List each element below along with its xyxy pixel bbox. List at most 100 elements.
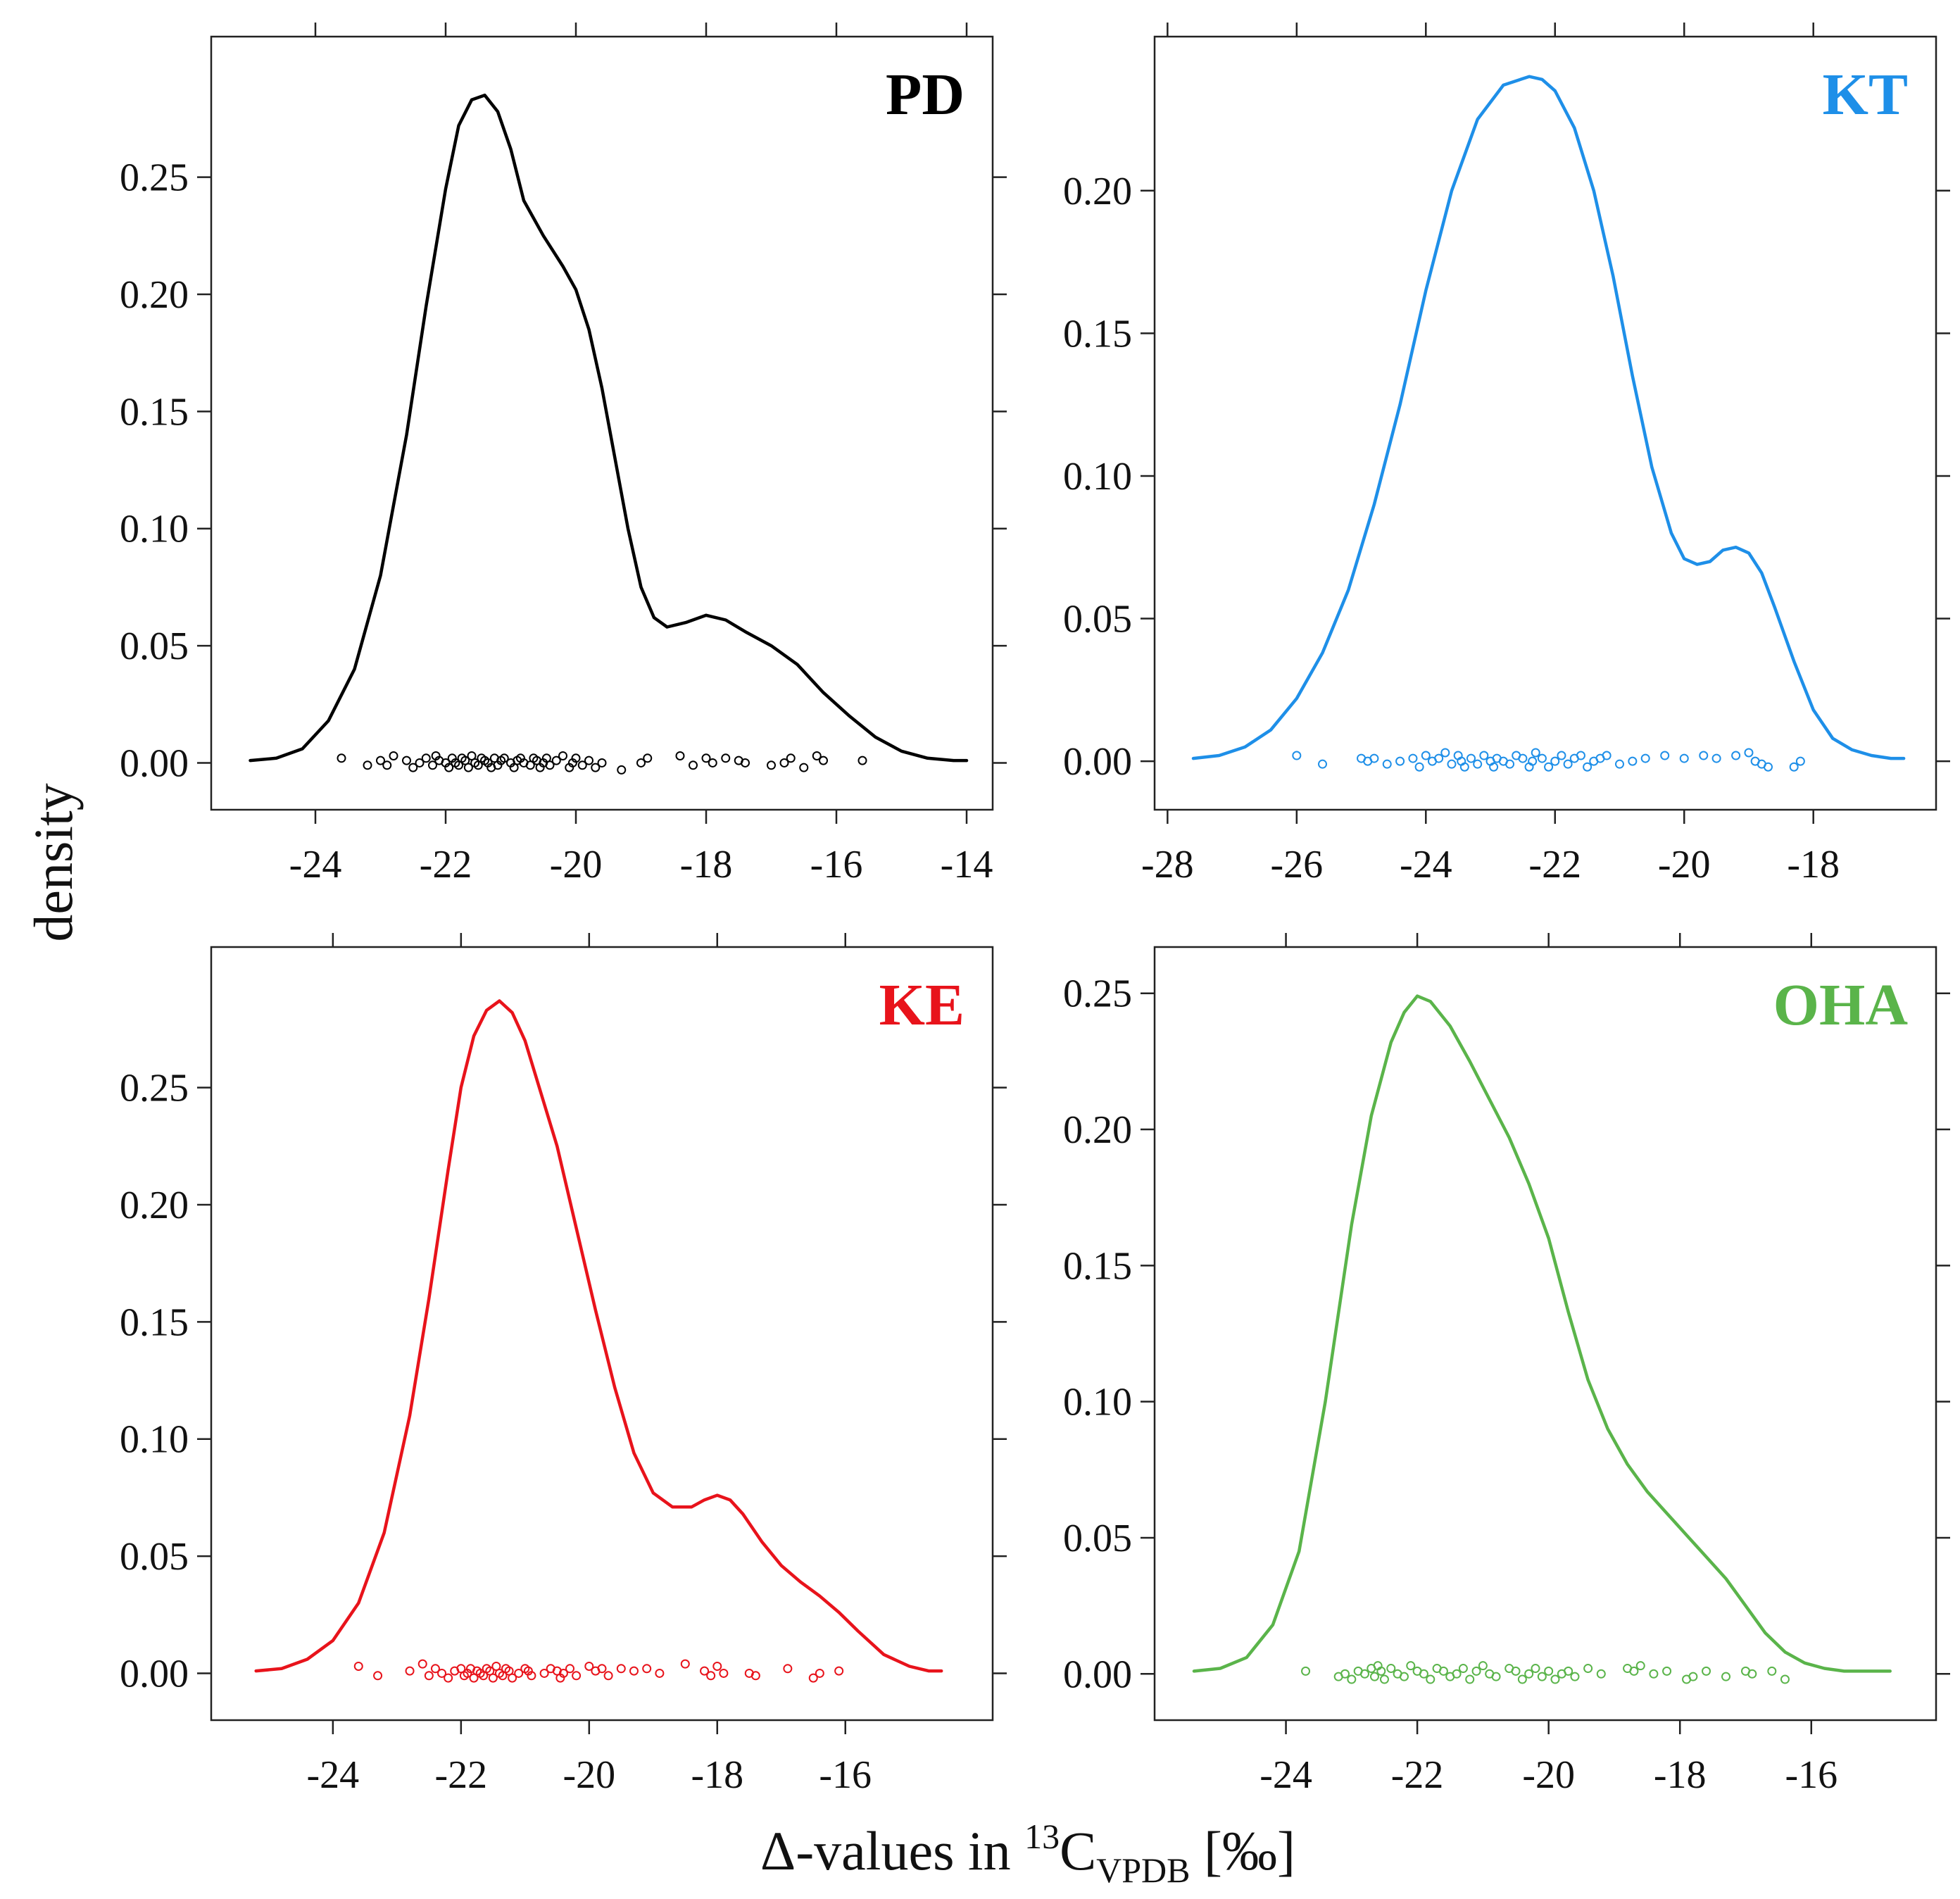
data-point: [815, 1668, 824, 1678]
y-tick-label: 0.25: [120, 156, 189, 200]
density-curve-kt: [1191, 75, 1906, 760]
data-point: [1531, 748, 1540, 758]
data-point: [597, 1664, 607, 1674]
y-tick-label: 0.00: [120, 1652, 189, 1696]
plot-frame: [210, 35, 994, 811]
data-point: [1602, 751, 1612, 760]
data-point: [1780, 1674, 1790, 1684]
y-tick-label: 0.10: [120, 508, 189, 551]
data-point: [719, 1668, 729, 1678]
data-point: [1292, 751, 1302, 760]
data-point: [675, 751, 685, 760]
panel-ke: -24 -22 -20 -18 -16 0.00 0.05 0.10 0.15 0.20 0.25 K…: [120, 933, 1007, 1797]
data-point: [417, 1659, 427, 1669]
data-point: [421, 753, 431, 763]
x-tick-label: -20: [1522, 1753, 1575, 1797]
data-point: [1376, 1666, 1386, 1676]
panel-kt: -28 -26 -24 -22 -20 -18 0.00 0.05 0.10 0.15 0.20 KT: [1063, 23, 1950, 886]
data-point: [499, 753, 509, 763]
data-point: [430, 1664, 440, 1674]
data-point: [1382, 759, 1392, 769]
x-tick-label: -18: [1654, 1753, 1707, 1797]
data-point: [424, 1671, 434, 1681]
data-point: [488, 1673, 498, 1683]
data-point: [706, 1671, 716, 1681]
data-point: [1452, 1669, 1462, 1679]
data-point: [577, 760, 587, 770]
y-tick-label: 0.15: [1063, 312, 1132, 356]
x-axis-title-unit: [‰]: [1191, 1820, 1295, 1881]
data-point: [373, 1671, 383, 1681]
data-point: [1789, 762, 1799, 772]
data-point: [1550, 1674, 1560, 1684]
data-point: [382, 760, 392, 770]
data-point: [783, 1664, 793, 1674]
data-point: [1395, 756, 1405, 766]
data-point: [616, 1664, 626, 1674]
data-point: [689, 760, 698, 770]
y-tick-label: 0.15: [1063, 1244, 1132, 1288]
y-tick-label: 0.10: [120, 1418, 189, 1462]
data-point: [1679, 753, 1689, 763]
data-point: [565, 1664, 575, 1674]
density-curve-pd: [249, 93, 969, 763]
data-point: [1517, 1674, 1527, 1684]
data-point: [1438, 1666, 1448, 1676]
data-point: [643, 753, 653, 763]
data-point: [363, 760, 372, 770]
x-tick-label: -18: [691, 1753, 743, 1797]
data-point: [1419, 1669, 1428, 1679]
x-tick-label: -22: [1528, 843, 1581, 886]
x-tick-label: -20: [1658, 843, 1711, 886]
data-point: [1662, 1666, 1672, 1676]
y-tick-label: 0.00: [120, 741, 189, 785]
data-point: [1524, 1669, 1534, 1679]
data-point: [767, 760, 776, 770]
data-point: [1583, 1664, 1593, 1674]
data-point: [1747, 1669, 1757, 1679]
plot-frame: [1153, 35, 1937, 811]
data-point: [1583, 762, 1592, 772]
data-point: [1537, 753, 1547, 763]
x-tick-label: -14: [941, 843, 993, 886]
data-point: [642, 1664, 652, 1674]
data-point: [1640, 753, 1650, 763]
data-point: [1744, 748, 1754, 758]
data-point: [376, 756, 385, 765]
data-point: [558, 751, 567, 760]
data-point: [1699, 751, 1709, 760]
x-tick-label: -16: [819, 1753, 872, 1797]
data-point: [539, 1668, 549, 1678]
data-point: [1406, 1661, 1416, 1671]
data-point: [389, 751, 398, 760]
data-point: [1528, 756, 1538, 766]
data-point: [741, 758, 750, 767]
y-tick-label: 0.15: [120, 390, 189, 434]
panel-label-pd: PD: [886, 62, 965, 127]
data-point: [1531, 1664, 1540, 1674]
x-tick-label: -24: [307, 1753, 360, 1797]
data-point: [572, 1671, 582, 1681]
data-point: [402, 756, 411, 765]
data-point: [527, 1671, 536, 1681]
data-point: [1576, 751, 1585, 760]
data-point: [508, 1673, 517, 1683]
data-point: [1301, 1666, 1311, 1676]
data-point: [819, 756, 828, 765]
data-point: [444, 1673, 453, 1683]
data-point: [1505, 759, 1515, 769]
y-tick-label: 0.20: [1063, 1108, 1132, 1152]
density-curve-oha: [1192, 994, 1892, 1673]
data-point: [1550, 756, 1560, 766]
data-point: [629, 1666, 639, 1676]
x-tick-label: -18: [680, 843, 733, 886]
data-point: [655, 1668, 665, 1678]
data-point: [701, 753, 711, 763]
x-axis-title-prefix: Δ-values in: [760, 1820, 1024, 1881]
plot-frame: [1153, 946, 1937, 1722]
y-tick-label: 0.05: [1063, 1517, 1132, 1560]
data-point: [1440, 748, 1450, 758]
data-point: [1408, 753, 1418, 763]
y-tick-label: 0.05: [120, 625, 189, 668]
data-point: [1702, 1666, 1711, 1676]
